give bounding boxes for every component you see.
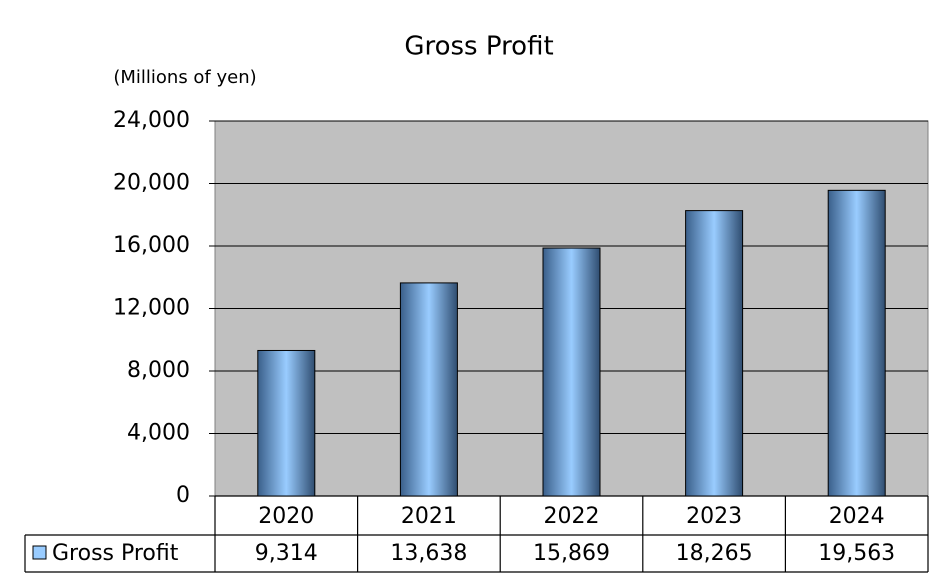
bar: [542, 247, 601, 497]
x-tick-label: 2021: [401, 504, 457, 529]
bar: [399, 282, 458, 497]
y-tick-label: 24,000: [113, 108, 190, 133]
table-value: 13,638: [390, 541, 467, 566]
x-tick-label: 2022: [544, 504, 600, 529]
x-tick-label: 2020: [258, 504, 314, 529]
table-value: 9,314: [255, 541, 318, 566]
y-tick-label: 8,000: [127, 358, 190, 383]
x-tick-label: 2024: [829, 504, 885, 529]
table-value: 19,563: [818, 541, 895, 566]
bar: [827, 189, 886, 497]
legend-swatch: [32, 545, 47, 560]
x-tick-label: 2023: [686, 504, 742, 529]
table-value: 18,265: [676, 541, 753, 566]
y-tick-label: 20,000: [113, 171, 190, 196]
y-tick-label: 16,000: [113, 233, 190, 258]
y-tick-label: 0: [176, 483, 190, 508]
table-value: 15,869: [533, 541, 610, 566]
bar: [685, 210, 744, 497]
axis-unit: (Millions of yen): [113, 67, 256, 88]
y-tick-label: 12,000: [113, 296, 190, 321]
y-tick-label: 4,000: [127, 421, 190, 446]
bar: [257, 349, 316, 497]
legend-label: Gross Profit: [52, 541, 179, 566]
chart-title: Gross Profit: [404, 32, 553, 62]
